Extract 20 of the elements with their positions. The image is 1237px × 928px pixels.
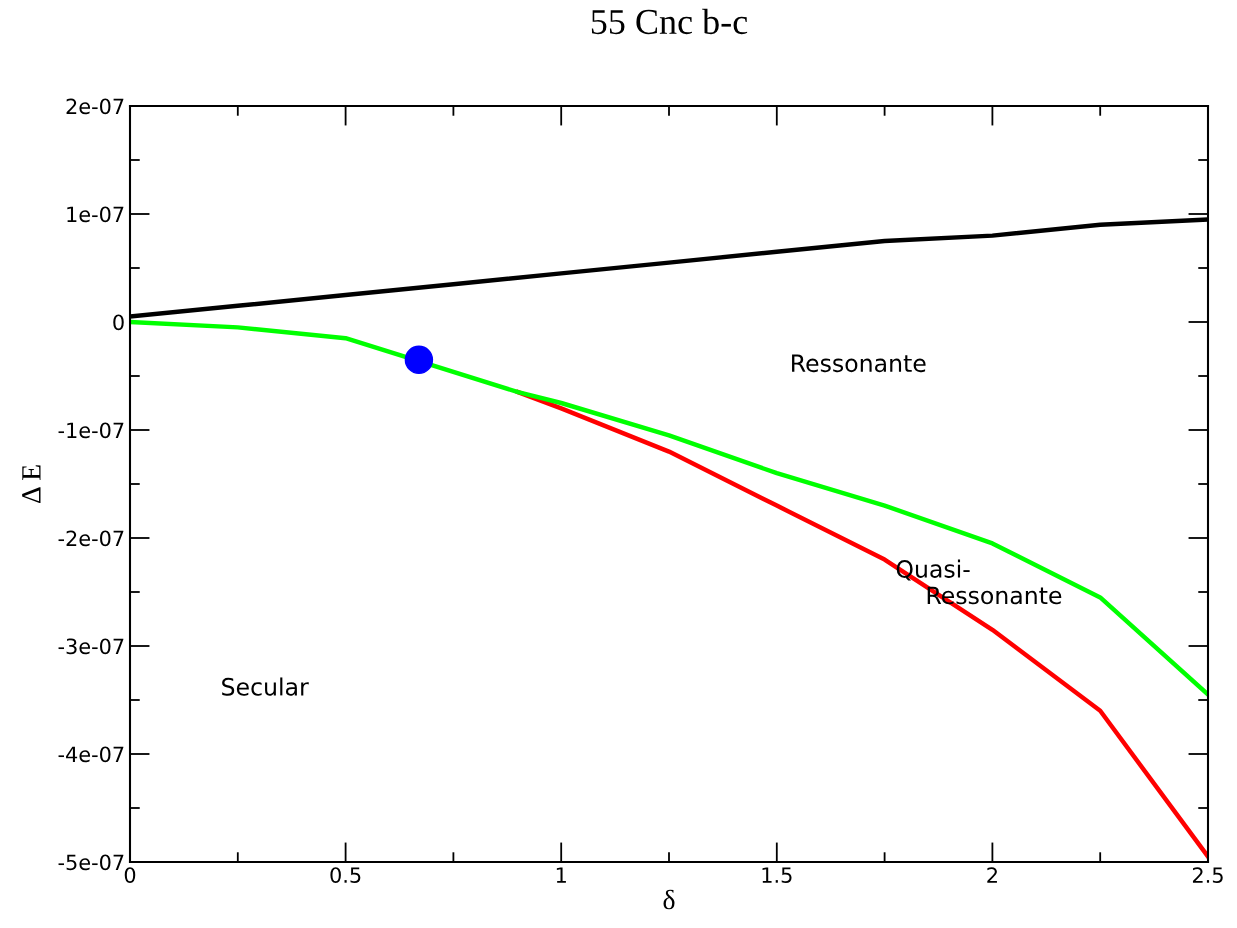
- y-tick-label: -3e-07: [58, 638, 124, 655]
- annotation: Ressonante: [792, 354, 926, 373]
- x-tick-label: 0.5: [330, 867, 361, 883]
- y-tick-label: 2e-07: [66, 98, 124, 115]
- line-series: [130, 319, 1208, 697]
- x-tick-label: 2: [987, 867, 997, 883]
- y-tick-label: -4e-07: [58, 746, 124, 763]
- x-tick-label: 2.5: [1192, 867, 1223, 883]
- y-tick-label: -5e-07: [58, 854, 124, 871]
- chart-title: 55 Cnc b-c: [591, 8, 748, 35]
- x-tick-label: 1.5: [762, 867, 792, 883]
- y-tick-label: -1e-07: [58, 422, 124, 439]
- x-tick-label: 0: [124, 867, 136, 883]
- y-tick-label: 0: [113, 314, 124, 331]
- annotation: Secular: [222, 677, 309, 696]
- y-tick-label: 1e-07: [67, 206, 124, 223]
- y-axis-title: Δ E: [22, 465, 41, 504]
- x-axis-title: δ: [663, 889, 675, 910]
- y-tick-label: -2e-07: [58, 530, 124, 547]
- x-tick-label: 1: [556, 867, 566, 883]
